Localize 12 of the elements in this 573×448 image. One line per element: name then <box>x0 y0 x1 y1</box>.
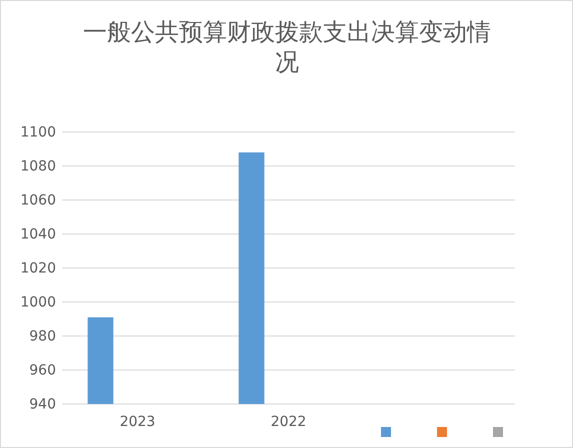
y-tick-label: 940 <box>29 396 56 412</box>
x-tick-label: 2022 <box>270 414 306 430</box>
y-tick-label: 1000 <box>20 294 56 310</box>
y-tick-label: 1040 <box>20 226 56 242</box>
y-tick-label: 960 <box>29 362 56 378</box>
y-tick-label: 980 <box>29 328 56 344</box>
y-tick-label: 1080 <box>20 158 56 174</box>
y-tick-label: 1100 <box>20 124 56 140</box>
chart-title: 一般公共预算财政拨款支出决算变动情况 <box>83 18 491 76</box>
y-tick-label: 1060 <box>20 192 56 208</box>
x-tick-label: 2023 <box>120 414 156 430</box>
y-tick-label: 1020 <box>20 260 56 276</box>
